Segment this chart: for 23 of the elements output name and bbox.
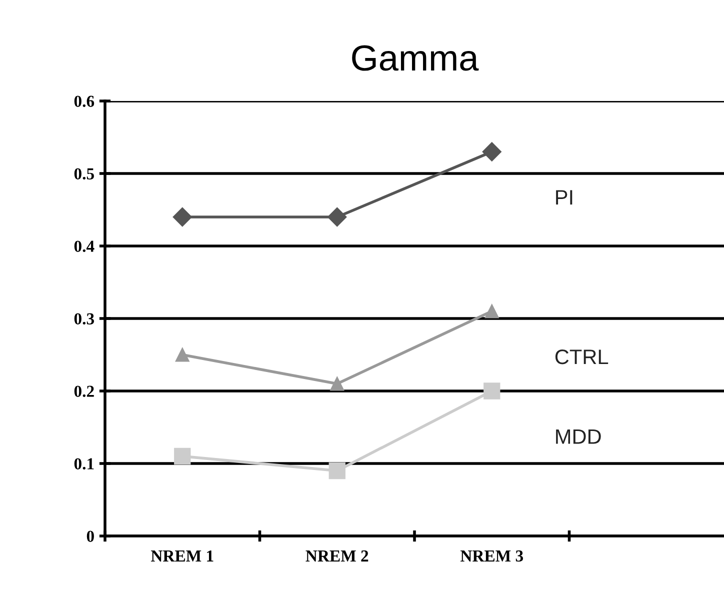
point	[484, 382, 500, 400]
text: PI	[556, 190, 572, 205]
y-tick-label: 0.6	[74, 96, 94, 108]
point	[172, 207, 192, 227]
point	[328, 207, 347, 227]
y-tick-label: 0.5	[74, 168, 94, 180]
y-tick-label: 0	[86, 530, 94, 542]
text: CTRL	[555, 349, 608, 364]
x-tick-label: NREM 2	[306, 550, 368, 562]
x-tick-label: NREM 3	[460, 550, 524, 562]
point	[328, 462, 346, 480]
point	[175, 348, 190, 362]
y-tick-label: 0.2	[74, 386, 94, 398]
chart-title: Gamma	[352, 45, 479, 71]
x-tick-label: NREM 1	[150, 550, 214, 562]
y-tick-label: 0.4	[74, 240, 94, 252]
text: MDD	[556, 429, 601, 444]
point	[482, 142, 502, 162]
point	[174, 448, 191, 465]
point	[484, 304, 499, 318]
y-tick-label: 0.1	[74, 458, 94, 470]
y-tick-label: 0.3	[74, 313, 94, 325]
point	[330, 376, 344, 391]
